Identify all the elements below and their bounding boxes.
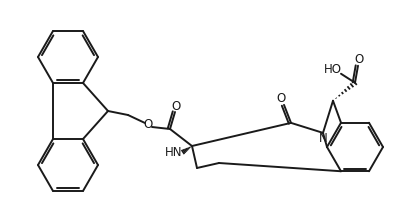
- Text: O: O: [276, 92, 286, 105]
- Text: O: O: [144, 119, 153, 131]
- Text: O: O: [354, 53, 364, 66]
- Text: O: O: [171, 99, 181, 113]
- Text: N: N: [319, 132, 327, 145]
- Text: HO: HO: [324, 63, 342, 76]
- Text: HN: HN: [165, 147, 183, 159]
